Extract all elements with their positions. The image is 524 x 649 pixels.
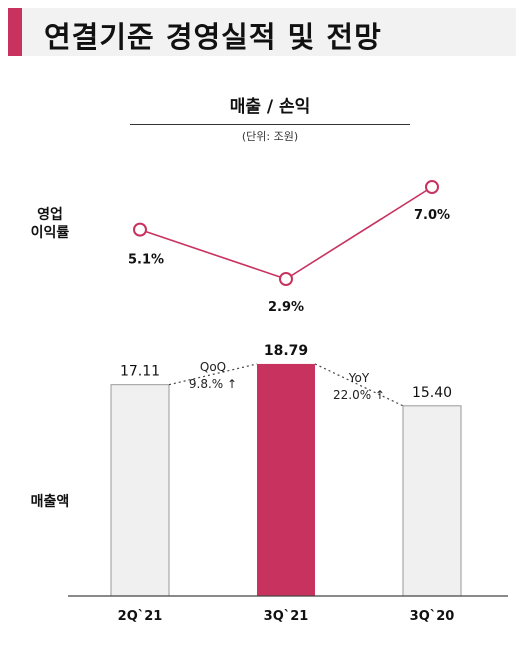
change-annotation-2-line-1: YoY bbox=[348, 371, 370, 385]
page-title: 연결기준 경영실적 및 전망 bbox=[44, 20, 382, 54]
sales-value-label-3: 15.40 bbox=[412, 385, 452, 401]
change-connector-1 bbox=[168, 363, 258, 386]
x-tick-label-3: 3Q`20 bbox=[410, 609, 455, 624]
sales-row-label: 매출액 bbox=[30, 494, 70, 510]
sales-bar-1 bbox=[110, 384, 170, 597]
change-annotation-2-line-2: 22.0% ↑ bbox=[333, 388, 385, 402]
x-tick-label-2: 3Q`21 bbox=[264, 609, 309, 624]
change-connector-2 bbox=[314, 363, 404, 407]
margin-point-1 bbox=[133, 222, 147, 237]
margin-row-label: 영업 이익률 bbox=[22, 206, 78, 242]
chart-title: 매출 / 손익 bbox=[229, 97, 311, 117]
chart-title-rule bbox=[130, 124, 410, 125]
title-accent-bar bbox=[8, 8, 22, 56]
margin-data-label-2: 2.9% bbox=[268, 300, 304, 315]
unit-label: (단위: 조원) bbox=[241, 130, 299, 143]
title-bar: 연결기준 경영실적 및 전망 bbox=[8, 8, 516, 56]
margin-line bbox=[139, 186, 433, 280]
change-annotation-1-line-2: 9.8.% ↑ bbox=[189, 377, 237, 391]
change-annotation-1-line-1: QoQ bbox=[200, 360, 226, 374]
sales-value-label-2: 18.79 bbox=[264, 343, 308, 359]
margin-point-3 bbox=[425, 180, 439, 194]
margin-point-2 bbox=[279, 272, 293, 286]
margin-data-label-3: 7.0% bbox=[414, 208, 450, 223]
sales-value-label-1: 17.11 bbox=[120, 364, 160, 380]
sales-bar-3 bbox=[402, 405, 462, 597]
sales-bar-2 bbox=[257, 363, 315, 596]
margin-row-label-line2: 이익률 bbox=[30, 225, 70, 241]
margin-row-label-line1: 영업 bbox=[37, 207, 63, 223]
x-tick-label-1: 2Q`21 bbox=[118, 609, 163, 624]
margin-data-label-1: 5.1% bbox=[128, 253, 164, 268]
